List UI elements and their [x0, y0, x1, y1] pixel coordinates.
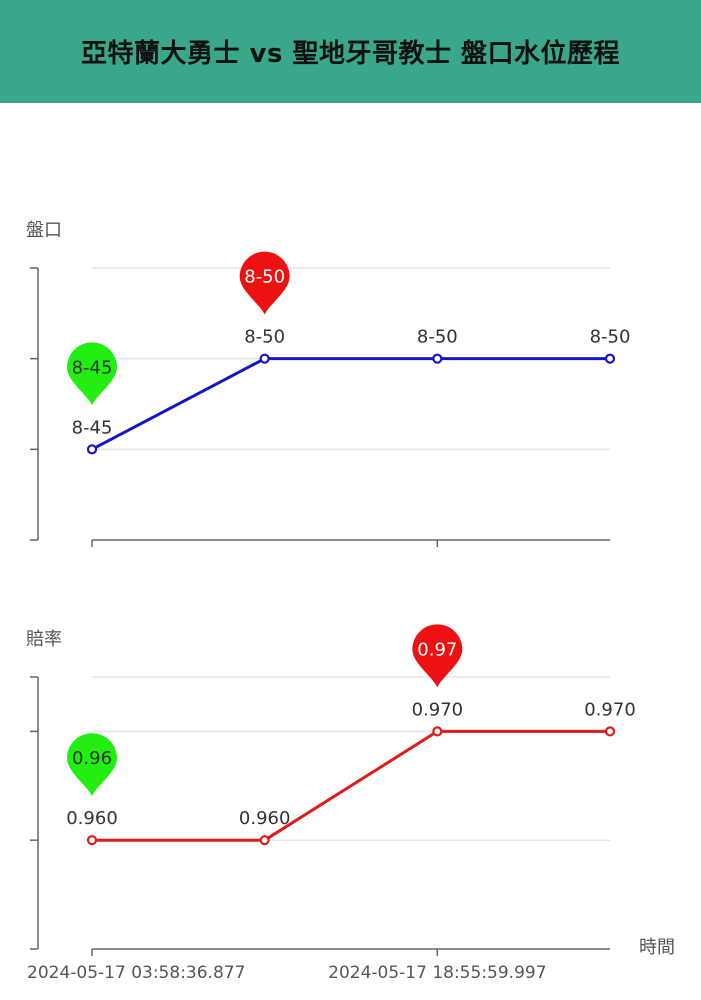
data-label: 0.960: [239, 808, 291, 829]
y-axis-title: 盤口: [26, 220, 62, 241]
page-title: 亞特蘭大勇士 vs 聖地牙哥教士 盤口水位歷程: [80, 39, 621, 69]
x-tick-label: 2024-05-17 18:55:59.997: [328, 963, 546, 983]
data-label: 8-50: [244, 327, 285, 348]
data-point: [432, 726, 443, 737]
data-point: [259, 353, 270, 364]
min-pin-marker: [67, 342, 117, 406]
min-pin-label: 0.96: [72, 748, 112, 769]
data-point: [86, 444, 98, 455]
data-point: [259, 835, 270, 846]
x-axis-title: 時間: [639, 937, 675, 958]
data-label: 8-45: [72, 417, 113, 438]
data-point: [604, 353, 616, 364]
max-pin-label: 8-50: [244, 267, 285, 288]
x-tick-label: 2024-05-17 03:58:36.877: [27, 963, 245, 983]
min-pin-marker: [67, 733, 117, 797]
max-pin-label: 0.97: [417, 639, 457, 660]
data-point: [604, 726, 616, 737]
data-label: 8-50: [590, 327, 631, 348]
data-label: 8-50: [417, 327, 458, 348]
series-line: [92, 729, 610, 842]
data-label: 0.970: [584, 699, 636, 720]
series-line: [91, 357, 610, 451]
data-label: 0.960: [66, 808, 118, 829]
max-pin-marker: [412, 624, 463, 688]
y-axis-title: 賠率: [26, 629, 62, 650]
data-point: [86, 835, 98, 846]
min-pin-label: 8-45: [72, 357, 113, 378]
header-bar: 亞特蘭大勇士 vs 聖地牙哥教士 盤口水位歷程: [0, 0, 701, 103]
data-point: [432, 353, 443, 364]
chart-2: 賠率 0.960 0.960 0.970 0.970 0.96 0.97 2024-05-17…: [26, 624, 675, 983]
chart-1: 盤口 8-45 8-50 8-50 8-50 8-45 8-50: [26, 220, 630, 547]
max-pin-marker: [239, 251, 290, 315]
data-label: 0.970: [412, 699, 464, 720]
